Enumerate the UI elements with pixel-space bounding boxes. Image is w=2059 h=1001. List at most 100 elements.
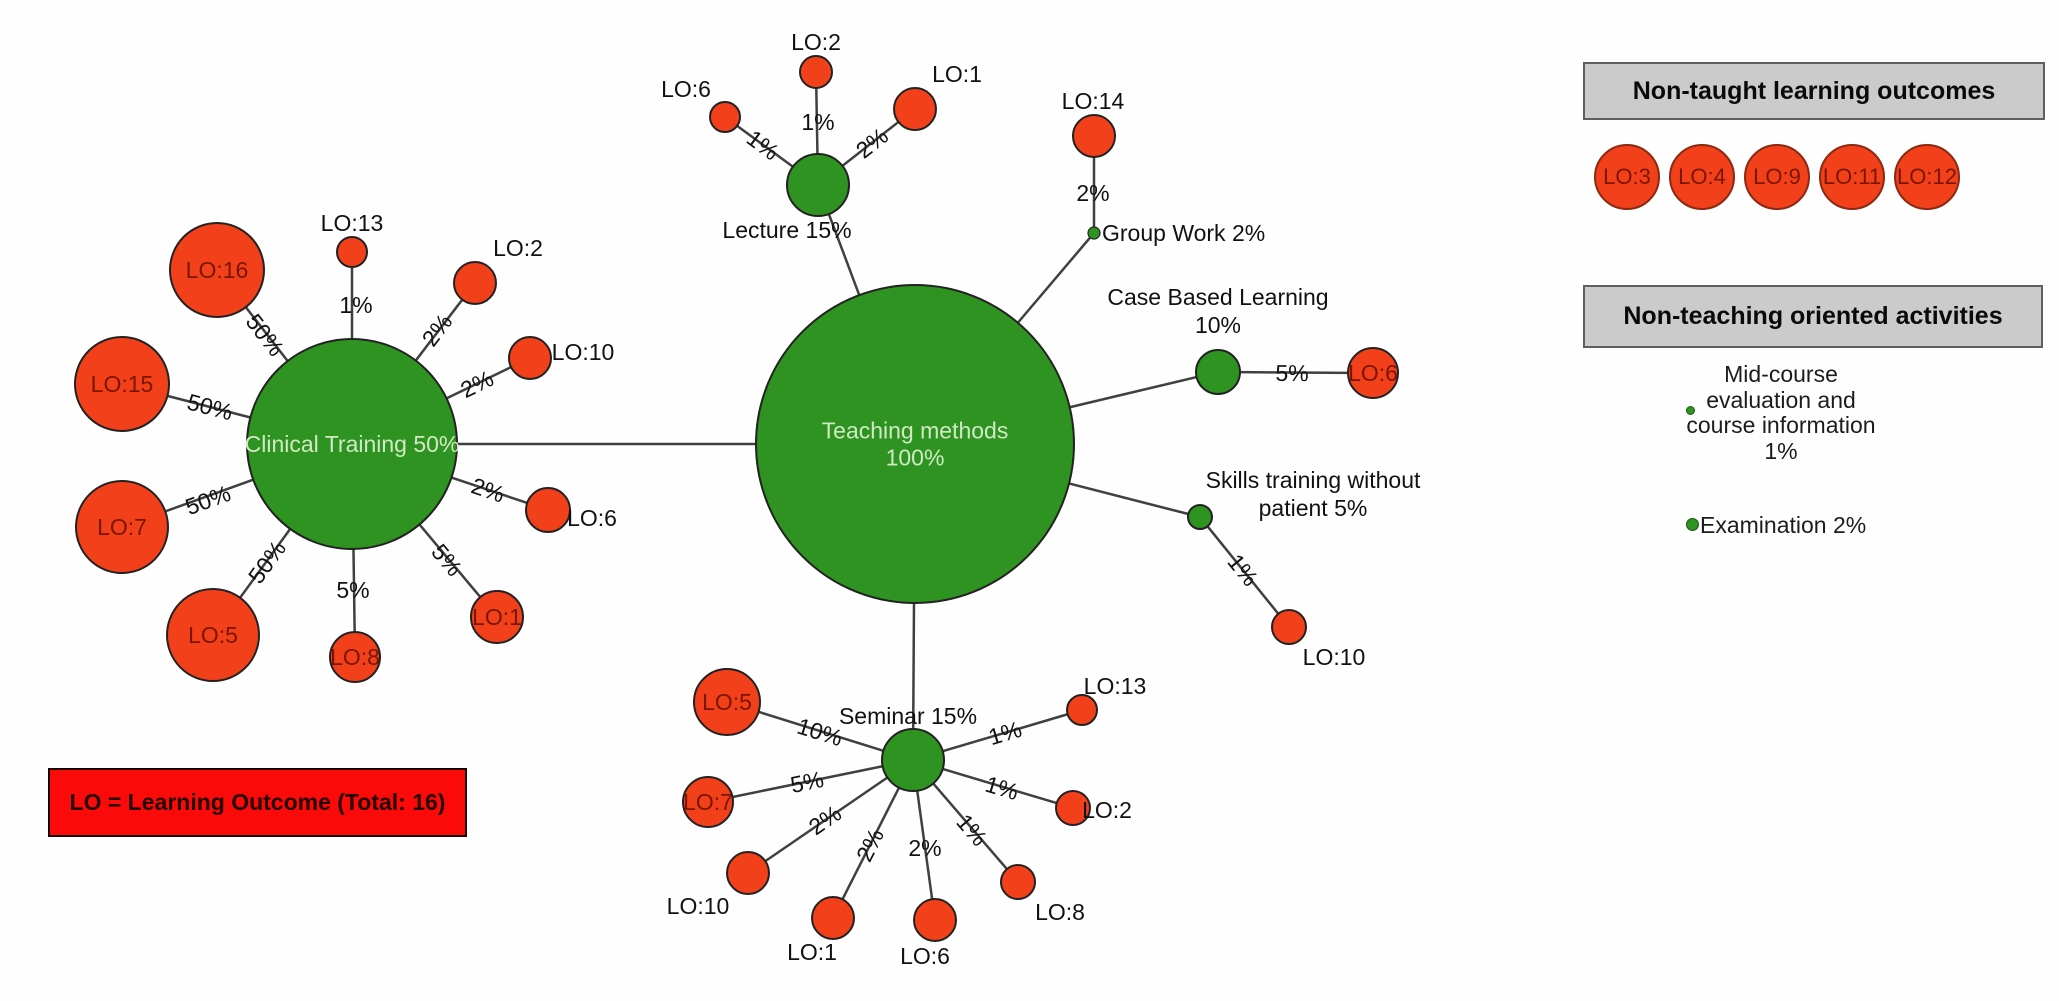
outcome-node-c16 [169,222,265,318]
non-taught-outcome-chip: LO:4 [1669,144,1735,210]
outcome-node-l6 [709,101,741,133]
outcome-node-l1 [893,87,937,131]
node-label-c16: LO:16 [186,257,249,283]
edge-clinical-c5 [239,528,292,599]
edge-clinical-c15 [167,394,251,419]
node-label-c5: LO:5 [188,622,238,648]
outcome-node-c15 [74,336,170,432]
non-teaching-header: Non-teaching oriented activities [1583,285,2043,348]
outcome-node-c5 [166,588,260,682]
edge-label-groupwork-g14: 2% [1076,180,1109,206]
non-taught-outcome-chip: LO:9 [1744,144,1810,210]
node-label-m2: LO:2 [1082,797,1132,823]
edge-label-clinical-c15: 50% [184,389,235,426]
edge-clinical-c1 [418,523,482,598]
outcome-node-m10 [726,851,770,895]
outcome-node-m2 [1055,790,1091,826]
node-label-c13: LO:13 [321,210,384,236]
edge-seminar-m1 [841,787,901,900]
node-label-seminar: Seminar 15% [839,703,977,729]
node-label-m1: LO:1 [787,939,837,965]
outcome-node-l2 [799,55,833,89]
outcome-node-m7 [682,776,734,828]
method-node-skills [1187,504,1213,530]
midcourse-item: Mid-course evaluation and course informati… [1671,361,1891,464]
edge-label-lecture-l6: 1% [742,125,784,166]
non-taught-header: Non-taught learning outcomes [1583,62,2045,120]
edge-label-lecture-l1: 2% [851,123,893,164]
node-label-groupwork: Group Work 2% [1102,220,1265,246]
outcome-node-c6 [525,487,571,533]
node-label-s10: LO:10 [1303,644,1366,670]
node-label-b6: LO:6 [1348,360,1398,386]
edge-label-lecture-l2: 1% [801,109,834,135]
node-label-l6: LO:6 [661,76,711,102]
edge-teaching-seminar [911,602,916,730]
outcome-node-c7 [75,480,169,574]
method-node-groupwork [1087,226,1101,240]
edge-label-clinical-c7: 50% [182,480,234,520]
node-label-m5: LO:5 [702,689,752,715]
outcome-node-m5 [693,668,761,736]
node-label-c7: LO:7 [97,514,147,540]
edge-label-seminar-m2: 1% [982,771,1021,805]
non-taught-outcome-chip: LO:3 [1594,144,1660,210]
edge-clinical-c8 [352,548,356,633]
green-dot-icon [1686,518,1699,531]
node-label-m10: LO:10 [667,893,730,919]
edge-label-clinical-c6: 2% [468,472,508,507]
node-label-lecture: Lecture 15% [722,217,851,243]
node-label-cbl: Case Based Learning 10% [1107,284,1328,338]
edge-label-seminar-m1: 2% [851,824,889,865]
edge-seminar-m10 [764,776,889,863]
node-label-m8: LO:8 [1035,899,1085,925]
midcourse-line: 1% [1764,437,1798,464]
edge-label-skills-s10: 1% [1222,549,1263,591]
node-label-skills: Skills training without patient 5% [1206,467,1421,521]
edge-teaching-cbl [1069,375,1197,409]
node-label-m13: LO:13 [1084,673,1147,699]
examination-item: Examination 2% [1700,512,1867,538]
midcourse-line: evaluation and [1706,386,1856,413]
outcome-node-s10 [1271,609,1307,645]
node-label-teaching: Teaching methods 100% [822,418,1009,471]
non-taught-outcomes: LO:3 LO:4 LO:9 LO:11 LO:12 [1594,144,1960,210]
node-label-m6: LO:6 [900,943,950,969]
node-label-m7: LO:7 [683,789,733,815]
edge-clinical-c10 [445,366,512,400]
method-node-teaching [755,284,1075,604]
outcome-node-m6 [913,898,957,942]
edge-label-clinical-c13: 1% [339,292,372,318]
outcome-node-m8 [1000,864,1036,900]
midcourse-line: Mid-course [1724,361,1838,387]
method-node-clinical [246,338,458,550]
outcome-node-b6 [1347,347,1399,399]
edge-seminar-m2 [942,767,1058,805]
edge-label-clinical-c5: 50% [243,536,291,589]
outcome-node-m1 [811,896,855,940]
node-label-c15: LO:15 [91,371,154,397]
edge-seminar-m13 [942,713,1068,753]
edge-teaching-lecture [827,213,861,296]
edge-label-seminar-m6: 2% [908,835,941,861]
edge-label-seminar-m10: 2% [804,800,846,840]
node-label-clinical: Clinical Training 50% [245,431,460,457]
outcome-node-g14 [1072,114,1116,158]
edge-lecture-l2 [815,87,819,155]
edge-skills-s10 [1206,525,1280,615]
node-label-g14: LO:14 [1062,88,1125,114]
edge-lecture-l1 [841,120,900,167]
non-taught-outcome-chip: LO:11 [1819,144,1885,210]
edge-seminar-m8 [932,782,1008,870]
node-label-l2: LO:2 [791,29,841,55]
edge-clinical-c16 [244,306,289,362]
node-label-l1: LO:1 [932,61,982,87]
edge-clinical-c7 [164,478,254,513]
method-node-cbl [1195,349,1241,395]
edge-cbl-b6 [1239,370,1349,375]
node-label-c1: LO:1 [472,604,522,630]
method-node-seminar [881,728,945,792]
edge-seminar-m7 [732,764,883,799]
